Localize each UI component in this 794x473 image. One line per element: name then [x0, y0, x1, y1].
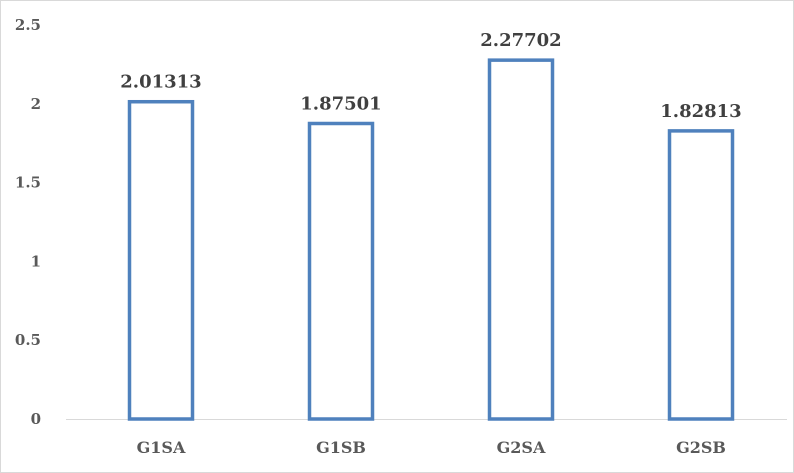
- category-label: G2SA: [497, 438, 546, 457]
- y-tick-label: 2: [31, 95, 41, 113]
- data-label: 2.27702: [480, 30, 561, 51]
- bar-g1sa: [127, 99, 195, 421]
- data-label: 1.82813: [660, 101, 741, 122]
- y-tick-label: 1.5: [15, 174, 41, 192]
- category-label: G1SB: [316, 438, 366, 457]
- bar-g1sb: [307, 121, 375, 421]
- y-tick-label: 0.5: [15, 331, 41, 349]
- y-tick-label: 2.5: [15, 16, 41, 34]
- data-label: 1.87501: [300, 93, 381, 114]
- y-tick-label: 0: [31, 410, 41, 428]
- data-label: 2.01313: [120, 72, 201, 93]
- category-label: G1SA: [137, 438, 186, 457]
- y-tick-label: 1: [31, 252, 41, 270]
- category-label: G2SB: [676, 438, 726, 457]
- bar-g2sa: [487, 58, 555, 421]
- bar-g2sb: [667, 129, 735, 421]
